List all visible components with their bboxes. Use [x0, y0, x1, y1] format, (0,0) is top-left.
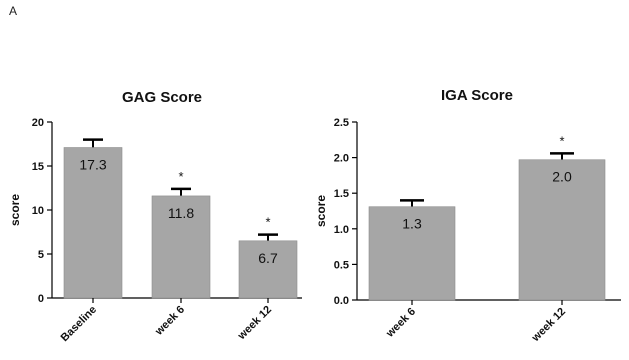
- chart1-significance-marker: *: [265, 215, 270, 230]
- chart2-x-tick-label: week 6: [383, 306, 418, 341]
- chart1-y-tick-label: 20: [32, 117, 44, 129]
- chart1-bar: [151, 195, 211, 299]
- chart2-value-label: 1.3: [402, 216, 422, 232]
- chart1-title: GAG Score: [122, 89, 202, 106]
- chart2-y-tick-label: 1.5: [334, 188, 349, 200]
- chart2-y-tick-label: 0.5: [334, 259, 349, 271]
- chart1-x-tick-label: week 12: [235, 304, 274, 343]
- chart1-y-axis-label: score: [8, 194, 22, 226]
- chart1-y-tick-label: 10: [32, 205, 44, 217]
- chart2-significance-marker: *: [559, 133, 564, 148]
- chart1-value-label: 11.8: [168, 205, 194, 221]
- chart1-y-tick-label: 5: [38, 249, 44, 261]
- chart1-value-label: 17.3: [79, 157, 106, 173]
- chart1-x-tick-label: week 6: [152, 304, 187, 339]
- chart2-title: IGA Score: [441, 87, 513, 104]
- chart2-y-tick-label: 0.0: [334, 295, 349, 307]
- chart1-y-tick-label: 15: [32, 161, 44, 173]
- chart2-y-tick-label: 1.0: [334, 224, 349, 236]
- chart2-value-label: 2.0: [552, 169, 572, 185]
- chart1-significance-marker: *: [178, 169, 183, 184]
- chart1-bar: [238, 240, 298, 299]
- chart2-bar: [518, 159, 606, 301]
- chart2-y-axis-label: score: [314, 195, 328, 227]
- chart1-value-label: 6.7: [258, 250, 278, 266]
- chart1-x-tick-label: Baseline: [59, 304, 99, 344]
- chart2-x-tick-label: week 12: [529, 306, 568, 345]
- chart2-y-tick-label: 2.0: [334, 153, 349, 165]
- chart2-y-tick-label: 2.5: [334, 117, 349, 129]
- chart1-y-tick-label: 0: [38, 293, 44, 305]
- panel-letter: A: [9, 4, 18, 18]
- chart2-bar: [368, 206, 456, 301]
